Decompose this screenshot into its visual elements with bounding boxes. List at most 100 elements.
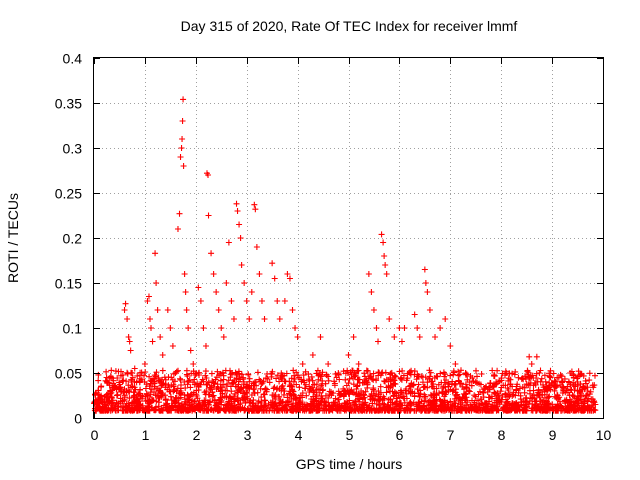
data-point — [237, 235, 244, 241]
data-point — [382, 262, 389, 268]
data-point — [213, 289, 220, 295]
data-point — [432, 334, 439, 340]
data-point — [411, 311, 418, 318]
y-tick-label: 0.4 — [63, 51, 83, 67]
data-point — [248, 289, 255, 295]
data-point — [386, 316, 393, 322]
data-point — [426, 307, 433, 313]
data-point — [396, 325, 403, 331]
data-point — [154, 307, 161, 313]
data-point — [391, 334, 398, 340]
data-point — [317, 334, 324, 340]
data-point — [157, 334, 164, 340]
data-point — [271, 275, 278, 282]
x-tick-label: 6 — [396, 427, 404, 443]
data-point — [225, 239, 232, 246]
data-point — [368, 289, 375, 295]
data-point — [533, 353, 540, 360]
data-point — [503, 370, 510, 376]
x-tick-label: 2 — [193, 427, 201, 443]
data-point — [152, 250, 159, 257]
data-point — [195, 284, 202, 291]
data-point — [233, 200, 240, 207]
data-point — [182, 289, 189, 295]
data-point — [241, 280, 248, 286]
data-point — [325, 361, 332, 367]
x-tick-label: 5 — [346, 427, 354, 443]
data-point — [153, 280, 160, 286]
data-point — [309, 352, 316, 358]
y-tick-label: 0.35 — [55, 96, 82, 112]
x-tick-label: 7 — [447, 427, 455, 443]
data-point — [159, 352, 166, 358]
data-point — [202, 343, 209, 349]
data-point — [190, 361, 197, 367]
data-point — [93, 401, 100, 408]
data-point — [381, 253, 388, 259]
data-point — [383, 271, 390, 277]
data-point — [148, 325, 155, 331]
data-point — [124, 316, 131, 322]
data-point — [554, 374, 561, 381]
x-tick-label: 3 — [244, 427, 252, 443]
data-point — [228, 298, 235, 304]
data-point — [544, 388, 551, 394]
data-point — [292, 325, 299, 331]
data-point — [180, 163, 187, 169]
data-point — [98, 398, 105, 405]
data-point — [129, 370, 136, 376]
data-point — [536, 370, 543, 376]
data-point — [355, 361, 362, 367]
y-tick-label: 0.05 — [55, 366, 82, 382]
data-point — [493, 379, 500, 385]
data-point — [528, 361, 535, 367]
data-point — [136, 379, 143, 385]
data-point — [416, 334, 423, 340]
chart-title: Day 315 of 2020, Rate Of TEC Index for r… — [181, 18, 518, 34]
data-point — [447, 343, 454, 349]
baseline-noise-markers — [91, 367, 599, 414]
data-point — [370, 307, 377, 313]
data-point — [208, 250, 215, 257]
data-point — [472, 379, 479, 385]
data-point — [187, 347, 194, 354]
data-point — [363, 379, 370, 385]
data-point — [574, 379, 581, 385]
data-point — [220, 334, 227, 340]
data-point — [149, 338, 156, 345]
data-point — [398, 338, 405, 345]
data-point — [592, 401, 599, 408]
data-point — [177, 154, 184, 160]
data-point — [108, 400, 115, 407]
data-point — [365, 271, 372, 277]
x-axis-label: GPS time / hours — [296, 456, 403, 472]
data-point — [335, 370, 342, 376]
x-tick-label: 4 — [295, 427, 303, 443]
data-point — [437, 325, 444, 331]
data-point — [286, 275, 293, 282]
data-point — [234, 208, 241, 214]
data-point — [205, 172, 212, 178]
data-point — [452, 361, 459, 367]
data-point — [183, 307, 190, 313]
data-point — [252, 206, 259, 213]
data-point — [526, 353, 533, 360]
data-point — [215, 307, 222, 313]
data-point — [172, 370, 179, 376]
data-point — [482, 383, 489, 390]
data-point — [121, 307, 128, 313]
data-point — [269, 260, 276, 267]
data-point — [345, 352, 352, 358]
data-point — [414, 325, 421, 331]
data-point — [251, 201, 258, 208]
data-point — [169, 343, 176, 349]
data-point — [378, 231, 385, 238]
x-tick-label: 8 — [498, 427, 506, 443]
data-point — [261, 316, 268, 322]
data-point — [256, 271, 263, 277]
data-point — [230, 316, 237, 322]
data-point — [181, 271, 188, 277]
background-noise-markers — [91, 367, 599, 414]
data-point — [274, 298, 281, 304]
x-tick-label: 0 — [91, 427, 99, 443]
